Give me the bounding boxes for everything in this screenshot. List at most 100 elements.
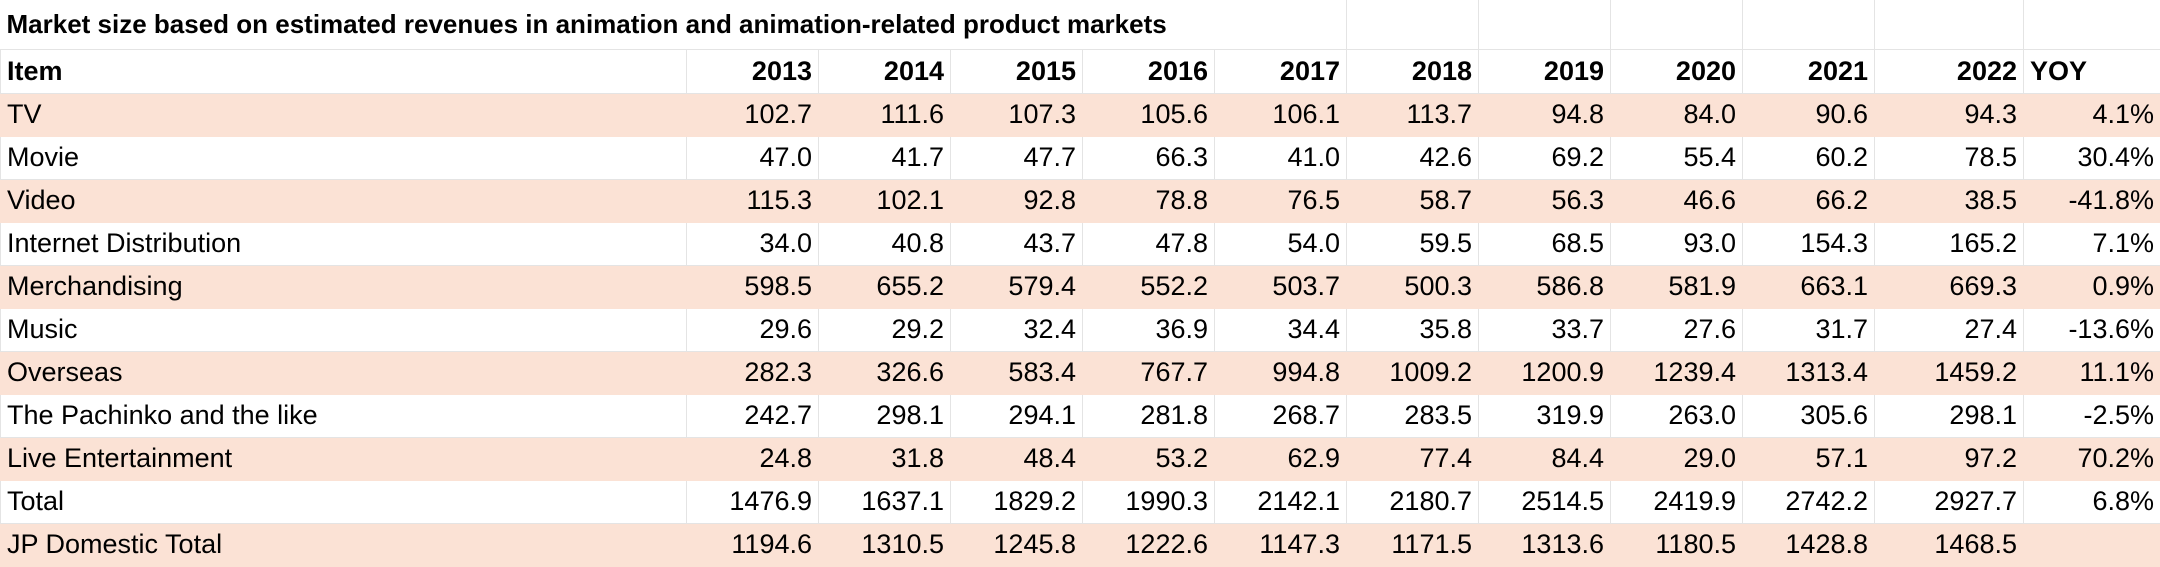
value-cell[interactable]: 1180.5 <box>1610 522 1743 567</box>
value-cell[interactable]: 78.8 <box>1082 178 1215 223</box>
value-cell[interactable]: 1313.6 <box>1478 522 1611 567</box>
value-cell[interactable]: 154.3 <box>1742 221 1875 266</box>
value-cell[interactable]: 90.6 <box>1742 92 1875 137</box>
item-cell[interactable]: Video <box>0 178 687 223</box>
header-cell[interactable]: 2017 <box>1214 48 1347 94</box>
value-cell[interactable]: 581.9 <box>1610 264 1743 309</box>
header-cell[interactable]: 2014 <box>818 48 951 94</box>
header-cell[interactable]: 2019 <box>1478 48 1611 94</box>
value-cell[interactable]: 319.9 <box>1478 393 1611 438</box>
value-cell[interactable]: 68.5 <box>1478 221 1611 266</box>
value-cell[interactable]: 92.8 <box>950 178 1083 223</box>
value-cell[interactable]: 1147.3 <box>1214 522 1347 567</box>
empty-cell[interactable] <box>2023 522 2160 567</box>
value-cell[interactable]: -2.5% <box>2023 393 2160 438</box>
value-cell[interactable]: 113.7 <box>1346 92 1479 137</box>
item-cell[interactable]: Merchandising <box>0 264 687 309</box>
value-cell[interactable]: 111.6 <box>818 92 951 137</box>
value-cell[interactable]: 2514.5 <box>1478 479 1611 524</box>
value-cell[interactable]: 29.6 <box>686 307 819 352</box>
value-cell[interactable]: 107.3 <box>950 92 1083 137</box>
header-cell[interactable]: YOY <box>2023 48 2160 94</box>
value-cell[interactable]: 1171.5 <box>1346 522 1479 567</box>
value-cell[interactable]: 2927.7 <box>1874 479 2024 524</box>
value-cell[interactable]: 59.5 <box>1346 221 1479 266</box>
value-cell[interactable]: 294.1 <box>950 393 1083 438</box>
value-cell[interactable]: 1245.8 <box>950 522 1083 567</box>
value-cell[interactable]: 7.1% <box>2023 221 2160 266</box>
value-cell[interactable]: 1990.3 <box>1082 479 1215 524</box>
cell[interactable] <box>1742 0 1875 50</box>
value-cell[interactable]: 2419.9 <box>1610 479 1743 524</box>
value-cell[interactable]: 31.8 <box>818 436 951 481</box>
value-cell[interactable]: 1310.5 <box>818 522 951 567</box>
value-cell[interactable]: 500.3 <box>1346 264 1479 309</box>
value-cell[interactable]: 1829.2 <box>950 479 1083 524</box>
value-cell[interactable]: 305.6 <box>1742 393 1875 438</box>
value-cell[interactable]: 35.8 <box>1346 307 1479 352</box>
value-cell[interactable]: 102.1 <box>818 178 951 223</box>
value-cell[interactable]: 2742.2 <box>1742 479 1875 524</box>
header-cell[interactable]: Item <box>0 48 687 94</box>
value-cell[interactable]: 1239.4 <box>1610 350 1743 395</box>
item-cell[interactable]: Overseas <box>0 350 687 395</box>
value-cell[interactable]: 1194.6 <box>686 522 819 567</box>
value-cell[interactable]: 994.8 <box>1214 350 1347 395</box>
header-cell[interactable]: 2018 <box>1346 48 1479 94</box>
value-cell[interactable]: 34.0 <box>686 221 819 266</box>
value-cell[interactable]: 70.2% <box>2023 436 2160 481</box>
item-cell[interactable]: Movie <box>0 135 687 180</box>
item-cell[interactable]: Music <box>0 307 687 352</box>
item-cell[interactable]: TV <box>0 92 687 137</box>
value-cell[interactable]: 47.7 <box>950 135 1083 180</box>
value-cell[interactable]: 93.0 <box>1610 221 1743 266</box>
value-cell[interactable]: -41.8% <box>2023 178 2160 223</box>
value-cell[interactable]: -13.6% <box>2023 307 2160 352</box>
value-cell[interactable]: 58.7 <box>1346 178 1479 223</box>
value-cell[interactable]: 105.6 <box>1082 92 1215 137</box>
value-cell[interactable]: 41.0 <box>1214 135 1347 180</box>
value-cell[interactable]: 38.5 <box>1874 178 2024 223</box>
value-cell[interactable]: 84.4 <box>1478 436 1611 481</box>
value-cell[interactable]: 43.7 <box>950 221 1083 266</box>
cell[interactable] <box>1478 0 1611 50</box>
value-cell[interactable]: 60.2 <box>1742 135 1875 180</box>
value-cell[interactable]: 281.8 <box>1082 393 1215 438</box>
value-cell[interactable]: 94.3 <box>1874 92 2024 137</box>
header-cell[interactable]: 2020 <box>1610 48 1743 94</box>
value-cell[interactable]: 1200.9 <box>1478 350 1611 395</box>
value-cell[interactable]: 29.2 <box>818 307 951 352</box>
value-cell[interactable]: 55.4 <box>1610 135 1743 180</box>
value-cell[interactable]: 36.9 <box>1082 307 1215 352</box>
header-cell[interactable]: 2015 <box>950 48 1083 94</box>
header-cell[interactable]: 2013 <box>686 48 819 94</box>
value-cell[interactable]: 69.2 <box>1478 135 1611 180</box>
item-cell[interactable]: JP Domestic Total <box>0 522 687 567</box>
value-cell[interactable]: 263.0 <box>1610 393 1743 438</box>
value-cell[interactable]: 579.4 <box>950 264 1083 309</box>
value-cell[interactable]: 282.3 <box>686 350 819 395</box>
value-cell[interactable]: 48.4 <box>950 436 1083 481</box>
value-cell[interactable]: 242.7 <box>686 393 819 438</box>
value-cell[interactable]: 503.7 <box>1214 264 1347 309</box>
value-cell[interactable]: 46.6 <box>1610 178 1743 223</box>
value-cell[interactable]: 77.4 <box>1346 436 1479 481</box>
value-cell[interactable]: 669.3 <box>1874 264 2024 309</box>
value-cell[interactable]: 586.8 <box>1478 264 1611 309</box>
value-cell[interactable]: 1459.2 <box>1874 350 2024 395</box>
value-cell[interactable]: 57.1 <box>1742 436 1875 481</box>
value-cell[interactable]: 27.6 <box>1610 307 1743 352</box>
value-cell[interactable]: 47.0 <box>686 135 819 180</box>
value-cell[interactable]: 0.9% <box>2023 264 2160 309</box>
value-cell[interactable]: 1222.6 <box>1082 522 1215 567</box>
value-cell[interactable]: 1428.8 <box>1742 522 1875 567</box>
value-cell[interactable]: 1009.2 <box>1346 350 1479 395</box>
value-cell[interactable]: 34.4 <box>1214 307 1347 352</box>
value-cell[interactable]: 298.1 <box>818 393 951 438</box>
value-cell[interactable]: 6.8% <box>2023 479 2160 524</box>
header-cell[interactable]: 2021 <box>1742 48 1875 94</box>
value-cell[interactable]: 165.2 <box>1874 221 2024 266</box>
value-cell[interactable]: 32.4 <box>950 307 1083 352</box>
item-cell[interactable]: Live Entertainment <box>0 436 687 481</box>
header-cell[interactable]: 2016 <box>1082 48 1215 94</box>
